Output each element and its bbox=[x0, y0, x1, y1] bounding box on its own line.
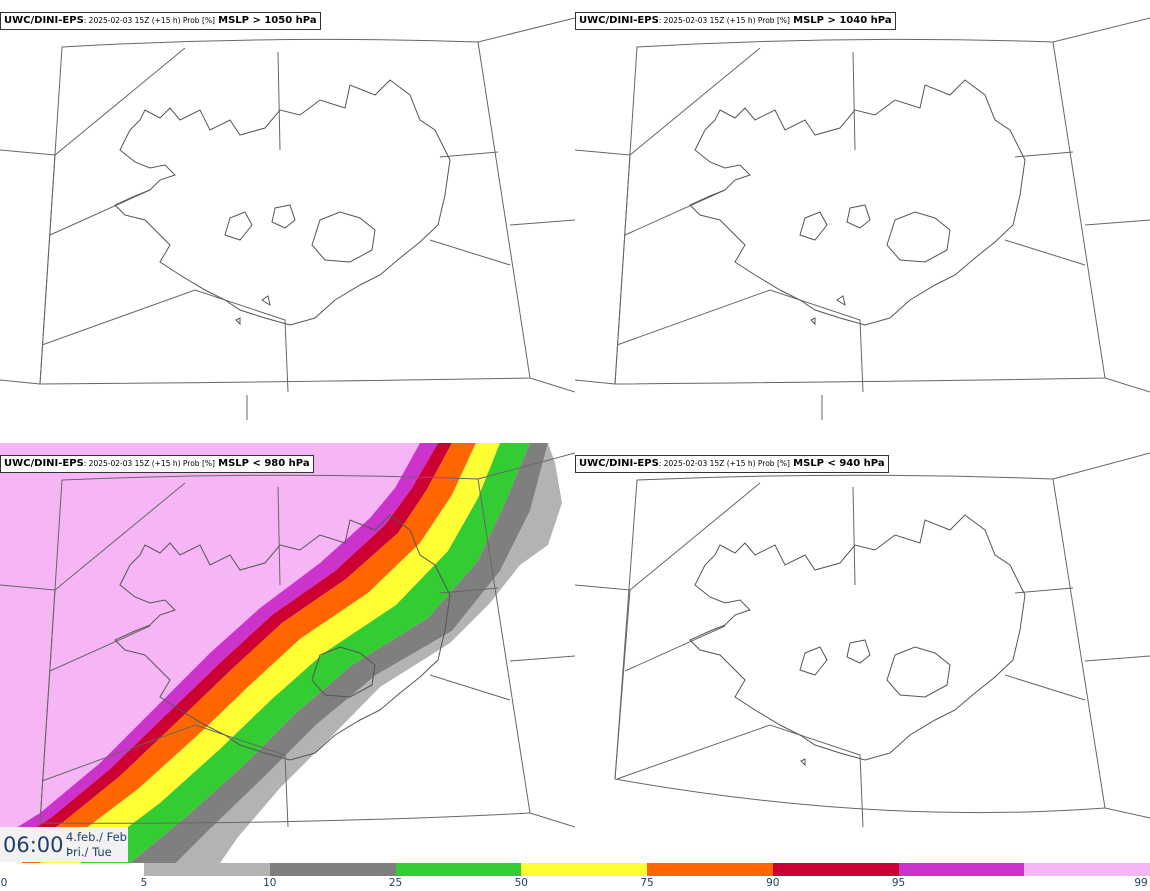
map-panel-1: UWC/DINI-EPS: 2025-02-03 15Z (+15 h) Pro… bbox=[0, 0, 575, 420]
map-1-svg bbox=[0, 17, 575, 420]
iceland-coastline bbox=[114, 79, 451, 326]
map-grid bbox=[575, 452, 1150, 828]
colorbar-segment-4 bbox=[647, 863, 773, 876]
band-95 bbox=[0, 443, 438, 848]
band-99 bbox=[0, 443, 420, 838]
panel-title: UWC/DINI-EPS: 2025-02-03 15Z (+15 h) Pro… bbox=[0, 12, 321, 30]
run-info: : 2025-02-03 15Z (+15 h) Prob [%] bbox=[83, 459, 215, 468]
colorbar-tick-label: 0 bbox=[0, 877, 8, 889]
map-grid bbox=[575, 17, 1150, 420]
run-info: : 2025-02-03 15Z (+15 h) Prob [%] bbox=[83, 16, 215, 25]
colorbar-tick-label: 99 bbox=[1134, 877, 1148, 889]
map-panel-2: UWC/DINI-EPS: 2025-02-03 15Z (+15 h) Pro… bbox=[575, 0, 1150, 420]
panel-title: UWC/DINI-EPS: 2025-02-03 15Z (+15 h) Pro… bbox=[575, 12, 896, 30]
model-name: UWC/DINI-EPS bbox=[4, 458, 84, 469]
map-panel-3: UWC/DINI-EPS: 2025-02-03 15Z (+15 h) Pro… bbox=[0, 443, 575, 863]
threshold-label: MSLP > 1050 hPa bbox=[218, 15, 317, 26]
colorbar-tick-label: 50 bbox=[514, 877, 528, 889]
colorbar-tick-label: 75 bbox=[640, 877, 654, 889]
colorbar-segment-5 bbox=[772, 863, 899, 876]
colorbar-segment-6 bbox=[898, 863, 1025, 876]
colorbar bbox=[144, 863, 1150, 876]
threshold-label: MSLP < 980 hPa bbox=[218, 458, 310, 469]
colorbar-segment-3 bbox=[521, 863, 647, 876]
model-name: UWC/DINI-EPS bbox=[579, 15, 659, 26]
run-info: : 2025-02-03 15Z (+15 h) Prob [%] bbox=[658, 16, 790, 25]
colorbar-segment-1 bbox=[269, 863, 396, 876]
band-25 bbox=[80, 443, 530, 863]
probability-bands bbox=[0, 443, 562, 863]
panel-title: UWC/DINI-EPS: 2025-02-03 15Z (+15 h) Pro… bbox=[575, 455, 889, 473]
colorbar-segment-2 bbox=[395, 863, 522, 876]
threshold-label: MSLP > 1040 hPa bbox=[793, 15, 892, 26]
valid-time-clock: 06:00 bbox=[3, 833, 64, 857]
colorbar-tick-label: 90 bbox=[766, 877, 780, 889]
colorbar-tick-label: 5 bbox=[140, 877, 148, 889]
band-75 bbox=[22, 443, 476, 863]
map-2-svg bbox=[575, 17, 1150, 420]
model-name: UWC/DINI-EPS bbox=[4, 15, 84, 26]
map-panel-4: UWC/DINI-EPS: 2025-02-03 15Z (+15 h) Pro… bbox=[575, 443, 1150, 863]
run-info: : 2025-02-03 15Z (+15 h) Prob [%] bbox=[658, 459, 790, 468]
colorbar-tick-label: 95 bbox=[891, 877, 906, 889]
colorbar-segment-7 bbox=[1024, 863, 1150, 876]
map-grid bbox=[0, 17, 575, 420]
colorbar-segment-0 bbox=[144, 863, 270, 876]
map-3-svg bbox=[0, 443, 575, 863]
map-grid bbox=[0, 452, 575, 828]
iceland-coastline bbox=[689, 79, 1026, 326]
valid-time-box: 06:00 4.feb./ Feb Þri./ Tue bbox=[0, 827, 128, 862]
map-4-svg bbox=[575, 452, 1150, 828]
iceland-coastline bbox=[114, 514, 451, 761]
panel-title: UWC/DINI-EPS: 2025-02-03 15Z (+15 h) Pro… bbox=[0, 455, 314, 473]
threshold-label: MSLP < 940 hPa bbox=[793, 458, 885, 469]
valid-date: 4.feb./ Feb bbox=[66, 830, 127, 844]
colorbar-tick-label: 10 bbox=[263, 877, 277, 889]
model-name: UWC/DINI-EPS bbox=[579, 458, 659, 469]
valid-day: Þri./ Tue bbox=[66, 845, 112, 859]
colorbar-tick-label: 25 bbox=[388, 877, 403, 889]
iceland-coastline bbox=[689, 514, 1026, 767]
